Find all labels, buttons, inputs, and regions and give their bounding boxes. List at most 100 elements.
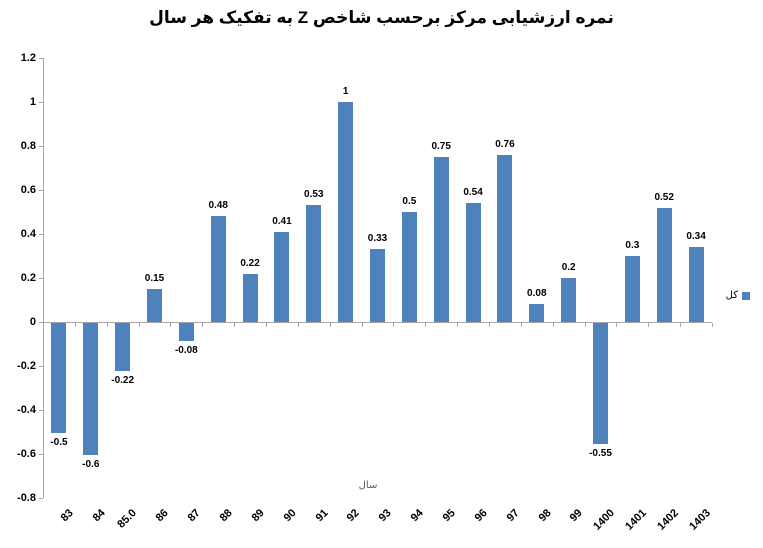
x-tick-label: 90	[281, 507, 299, 525]
y-tick-label: -0.6	[17, 448, 36, 460]
bar-value-label: 0.5	[402, 196, 417, 207]
bar-83	[51, 323, 67, 433]
x-tick	[457, 323, 459, 327]
x-tick	[648, 323, 650, 327]
y-tick	[39, 58, 43, 59]
bar-value-label: 0.3	[625, 240, 640, 251]
x-axis-zero-line	[43, 322, 712, 323]
x-tick-label: 83	[58, 507, 76, 525]
chart-title: نمره ارزشیابی مرکز برحسب شاخص Z به تفکیک…	[149, 8, 614, 27]
x-tick-label: 85.0	[115, 507, 140, 531]
y-axis-line	[43, 58, 44, 498]
bar-97	[497, 154, 513, 322]
x-tick-label: 87	[185, 507, 203, 525]
y-tick-label: 0.2	[20, 272, 36, 284]
x-tick-label: 92	[344, 507, 363, 525]
bar-1402	[656, 207, 672, 322]
bar-99	[561, 278, 577, 322]
x-tick-label: 95	[440, 507, 458, 525]
y-tick-label: 0.8	[20, 140, 36, 152]
y-tick	[39, 454, 43, 455]
x-tick-label: 1401	[623, 507, 649, 533]
x-tick-label: 89	[249, 507, 267, 525]
x-tick-label: 98	[536, 507, 554, 525]
x-tick-label: 86	[153, 507, 171, 525]
x-tick	[170, 323, 172, 327]
y-tick-label: 1.2	[20, 52, 36, 64]
bar-value-label: 0.75	[431, 141, 451, 152]
bar-value-label: 0.15	[144, 273, 165, 284]
y-tick	[39, 366, 43, 367]
bar-value-label: 1	[342, 86, 349, 97]
bar-value-label: 0.54	[463, 187, 483, 199]
y-tick-label: 0.6	[20, 184, 36, 196]
bar-value-label: 0.41	[272, 215, 292, 227]
bar-value-label: -0.55	[589, 448, 612, 459]
x-tick-label: 91	[313, 507, 331, 525]
x-tick-label: 97	[504, 507, 522, 525]
x-tick	[138, 323, 140, 327]
y-tick-label: -0.2	[17, 360, 36, 372]
y-tick	[39, 102, 43, 103]
bar-89	[242, 273, 258, 322]
x-tick-label: 93	[376, 507, 394, 525]
bar-86	[147, 289, 162, 322]
x-tick-label: 1402	[654, 507, 681, 533]
bar-87	[178, 323, 194, 341]
bar-value-label: 0.33	[367, 233, 388, 245]
legend-label: کل	[725, 290, 738, 301]
bar-94	[401, 212, 417, 322]
bar-value-label: 0.76	[495, 138, 515, 150]
x-tick	[361, 323, 363, 327]
x-tick	[425, 323, 427, 327]
x-tick	[74, 323, 76, 327]
y-tick-label: 1	[29, 96, 36, 108]
bar-value-label: 0.08	[527, 288, 547, 300]
x-tick	[202, 323, 204, 327]
x-tick	[552, 323, 554, 327]
bar-1403	[688, 247, 704, 322]
bar-value-label: 0.22	[240, 257, 260, 269]
x-tick	[712, 323, 713, 327]
x-tick	[329, 323, 331, 327]
y-tick	[39, 278, 43, 279]
bar-1400	[593, 323, 608, 444]
x-tick-label: 99	[567, 507, 586, 525]
x-tick	[43, 323, 44, 327]
bar-value-label: -0.08	[174, 344, 198, 356]
x-tick	[489, 323, 490, 327]
x-tick	[616, 323, 618, 327]
bar-93	[370, 249, 385, 322]
bar-96	[465, 203, 481, 322]
bar-85.0	[115, 323, 131, 372]
x-tick	[680, 323, 682, 327]
x-tick	[106, 323, 108, 327]
x-tick	[393, 323, 395, 327]
bar-value-label: -0.22	[111, 375, 135, 387]
y-tick	[39, 498, 43, 499]
bar-91	[306, 205, 322, 322]
y-tick-label: 0.4	[20, 228, 36, 240]
y-tick	[39, 146, 43, 147]
legend: کل	[726, 290, 750, 301]
y-tick	[39, 410, 43, 411]
y-tick	[39, 234, 43, 235]
x-tick	[297, 323, 299, 327]
bar-92	[338, 102, 354, 322]
x-tick-label: 88	[217, 507, 235, 525]
x-tick-label: 1400	[591, 507, 617, 533]
x-tick	[584, 323, 586, 327]
bar-value-label: 0.52	[654, 191, 674, 203]
x-tick	[234, 323, 236, 327]
bar-value-label: 0.48	[208, 200, 228, 212]
x-tick-label: 84	[90, 507, 108, 525]
bar-95	[433, 157, 449, 322]
legend-swatch-icon	[742, 291, 750, 300]
x-tick-label: 1403	[686, 507, 713, 533]
bar-88	[210, 216, 226, 322]
bar-98	[529, 304, 545, 322]
bar-84	[83, 323, 99, 455]
y-tick	[39, 322, 43, 323]
bar-value-label: 0.53	[304, 189, 324, 201]
